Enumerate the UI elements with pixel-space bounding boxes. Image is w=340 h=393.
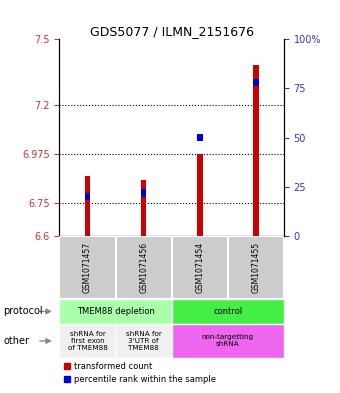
Bar bbox=[172, 324, 284, 358]
Bar bbox=[253, 66, 259, 236]
Bar bbox=[197, 154, 203, 236]
Text: GSM1071457: GSM1071457 bbox=[83, 242, 92, 293]
Title: GDS5077 / ILMN_2151676: GDS5077 / ILMN_2151676 bbox=[90, 25, 254, 38]
Text: GSM1071456: GSM1071456 bbox=[139, 242, 148, 293]
Bar bbox=[197, 134, 203, 141]
Text: shRNA for
first exon
of TMEM88: shRNA for first exon of TMEM88 bbox=[68, 331, 107, 351]
Bar bbox=[85, 176, 90, 236]
Bar bbox=[141, 180, 147, 236]
Bar bbox=[116, 236, 172, 299]
Text: shRNA for
3'UTR of
TMEM88: shRNA for 3'UTR of TMEM88 bbox=[126, 331, 162, 351]
Bar bbox=[59, 324, 116, 358]
Bar bbox=[228, 236, 284, 299]
Text: GSM1071455: GSM1071455 bbox=[251, 242, 260, 293]
Text: TMEM88 depletion: TMEM88 depletion bbox=[76, 307, 155, 316]
Bar bbox=[116, 324, 172, 358]
Bar bbox=[172, 299, 284, 324]
Text: other: other bbox=[3, 336, 29, 346]
Text: protocol: protocol bbox=[3, 307, 43, 316]
Bar bbox=[172, 236, 228, 299]
Text: GSM1071454: GSM1071454 bbox=[195, 242, 204, 293]
Legend: transformed count, percentile rank within the sample: transformed count, percentile rank withi… bbox=[64, 362, 216, 384]
Bar bbox=[85, 193, 90, 200]
Bar bbox=[141, 189, 147, 196]
Bar bbox=[253, 79, 259, 86]
Bar bbox=[59, 236, 116, 299]
Bar bbox=[59, 299, 172, 324]
Text: control: control bbox=[213, 307, 242, 316]
Text: non-targetting
shRNA: non-targetting shRNA bbox=[202, 334, 254, 347]
